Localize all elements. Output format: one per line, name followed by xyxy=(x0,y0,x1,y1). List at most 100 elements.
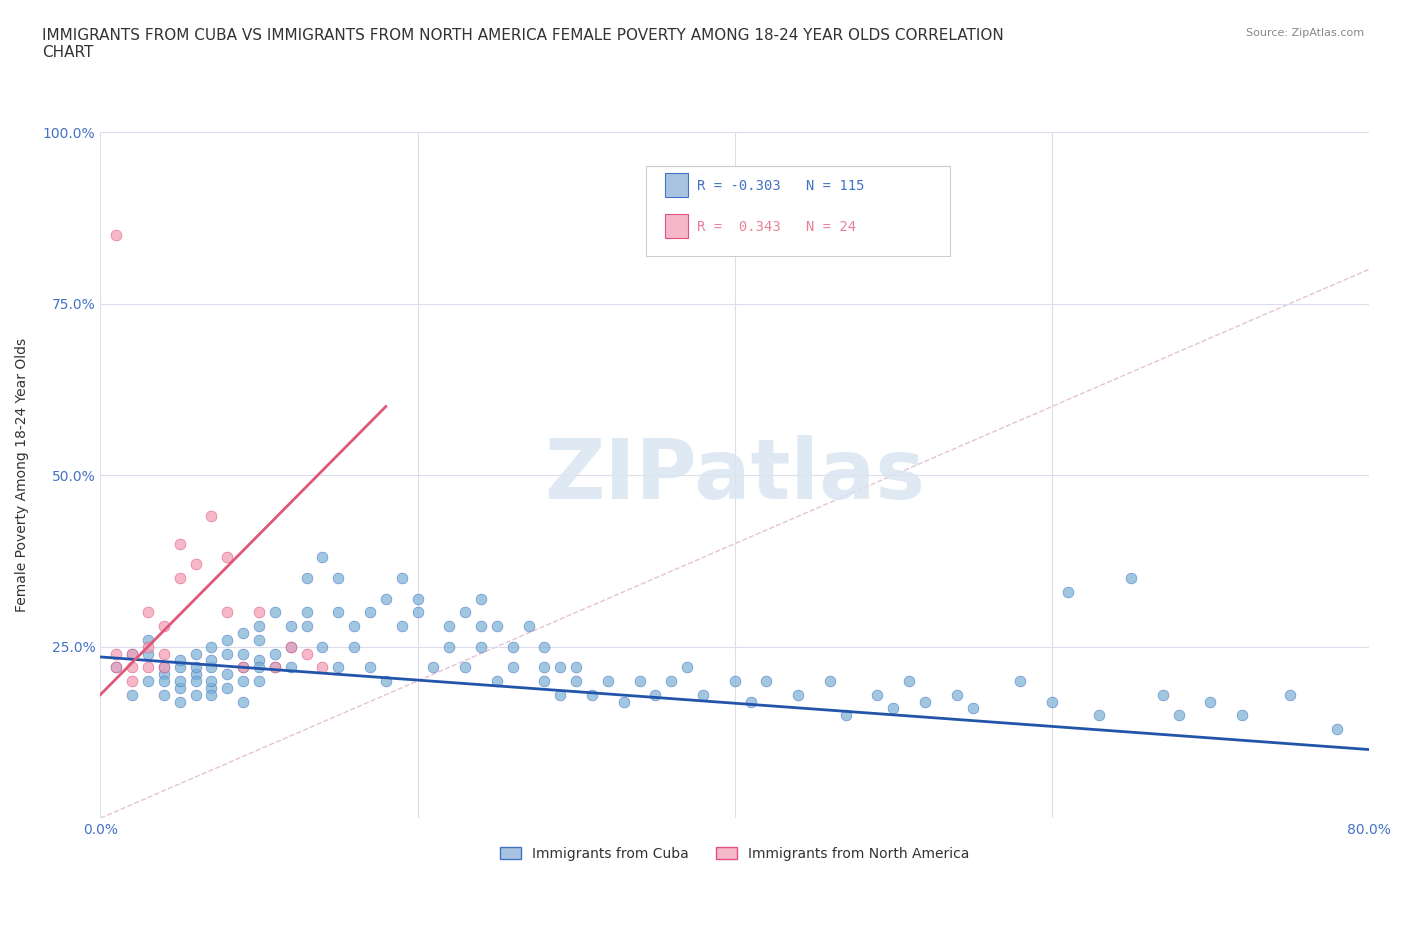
Point xyxy=(470,639,492,654)
Point xyxy=(153,673,176,688)
Point xyxy=(121,673,143,688)
Point xyxy=(105,659,128,674)
Text: Source: ZipAtlas.com: Source: ZipAtlas.com xyxy=(1246,28,1364,38)
Point xyxy=(232,659,254,674)
Point xyxy=(391,618,413,633)
Legend: Immigrants from Cuba, Immigrants from North America: Immigrants from Cuba, Immigrants from No… xyxy=(495,841,976,866)
Point xyxy=(247,673,270,688)
Point xyxy=(200,639,222,654)
Point xyxy=(136,632,159,647)
Point xyxy=(628,673,651,688)
Point xyxy=(502,639,524,654)
Point xyxy=(169,571,191,586)
Point xyxy=(548,687,571,702)
Bar xyxy=(665,215,688,238)
Point xyxy=(169,681,191,696)
Point xyxy=(406,604,429,619)
Point xyxy=(787,687,810,702)
Text: ZIPatlas: ZIPatlas xyxy=(544,434,925,515)
Point xyxy=(454,604,477,619)
Point xyxy=(121,646,143,661)
Text: R = -0.303   N = 115: R = -0.303 N = 115 xyxy=(696,179,865,193)
Point xyxy=(391,571,413,586)
Point xyxy=(1040,694,1063,709)
Point xyxy=(121,659,143,674)
Point xyxy=(105,659,128,674)
Point xyxy=(1167,708,1189,723)
Point xyxy=(295,571,318,586)
Point xyxy=(533,673,555,688)
Point xyxy=(502,659,524,674)
Point xyxy=(1121,571,1143,586)
Point xyxy=(422,659,444,674)
Point xyxy=(914,694,936,709)
Point xyxy=(280,639,302,654)
Point xyxy=(439,639,461,654)
Point xyxy=(232,646,254,661)
Point xyxy=(200,687,222,702)
Point xyxy=(328,604,350,619)
Point xyxy=(153,687,176,702)
Text: R =  0.343   N = 24: R = 0.343 N = 24 xyxy=(696,219,856,233)
Point xyxy=(311,639,333,654)
Point xyxy=(439,618,461,633)
Point xyxy=(280,639,302,654)
Point xyxy=(613,694,636,709)
Point xyxy=(311,550,333,565)
Point xyxy=(818,673,841,688)
Point xyxy=(169,694,191,709)
Point xyxy=(200,673,222,688)
Point xyxy=(217,646,239,661)
Point xyxy=(533,639,555,654)
Point xyxy=(470,618,492,633)
Point xyxy=(311,659,333,674)
Point xyxy=(596,673,619,688)
Point xyxy=(692,687,714,702)
Point xyxy=(565,659,588,674)
Point xyxy=(659,673,682,688)
Point xyxy=(169,653,191,668)
Point xyxy=(517,618,540,633)
Point xyxy=(374,591,396,606)
Point xyxy=(581,687,603,702)
Point xyxy=(136,646,159,661)
Point xyxy=(217,550,239,565)
Bar xyxy=(665,173,688,197)
Point xyxy=(1056,584,1078,599)
Point xyxy=(247,659,270,674)
Point xyxy=(485,618,508,633)
Point xyxy=(676,659,699,674)
Point xyxy=(359,604,381,619)
Point xyxy=(280,659,302,674)
FancyBboxPatch shape xyxy=(645,166,950,256)
Point xyxy=(232,673,254,688)
Point xyxy=(898,673,921,688)
Point xyxy=(232,659,254,674)
Point xyxy=(280,618,302,633)
Point xyxy=(200,653,222,668)
Point xyxy=(200,681,222,696)
Point xyxy=(247,653,270,668)
Point xyxy=(153,667,176,682)
Point xyxy=(247,618,270,633)
Point xyxy=(217,667,239,682)
Point xyxy=(136,673,159,688)
Point xyxy=(121,687,143,702)
Point xyxy=(263,604,285,619)
Point xyxy=(217,632,239,647)
Point xyxy=(740,694,762,709)
Point xyxy=(153,646,176,661)
Point xyxy=(169,673,191,688)
Point xyxy=(136,659,159,674)
Point xyxy=(232,694,254,709)
Point xyxy=(153,618,176,633)
Point xyxy=(105,228,128,243)
Point xyxy=(343,618,366,633)
Point xyxy=(485,673,508,688)
Point xyxy=(533,659,555,674)
Point xyxy=(962,701,984,716)
Point xyxy=(1088,708,1111,723)
Point xyxy=(247,604,270,619)
Point xyxy=(263,659,285,674)
Point xyxy=(184,557,207,572)
